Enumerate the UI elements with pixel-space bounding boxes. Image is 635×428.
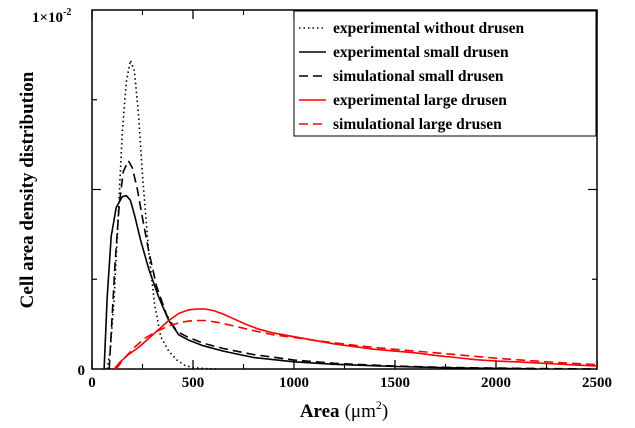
series-line-2	[103, 194, 537, 370]
x-tick-label: 1500	[380, 375, 410, 391]
legend-label-2: experimental small drusen	[333, 44, 509, 61]
x-axis-label: Area (μm2)	[300, 398, 388, 422]
y-scale-exp: -2	[63, 7, 71, 18]
x-axis-label-unit: (μm	[345, 401, 377, 422]
series-line-3	[108, 160, 598, 370]
series-line-1	[106, 59, 218, 370]
y-axis-label: Cell area density distribution	[17, 71, 38, 308]
x-tick-label: 0	[88, 375, 96, 391]
x-tick-label: 2500	[582, 375, 612, 391]
legend-label-3: simulational small drusen	[333, 68, 504, 85]
legend-box	[293, 10, 597, 137]
series-line-5	[115, 319, 598, 370]
x-tick-labels: 0 500 1000 1500 2000 2500	[88, 375, 612, 391]
legend-label-1: experimental without drusen	[333, 20, 525, 37]
x-tick-label: 500	[182, 375, 205, 391]
x-axis-label-exp: 2	[376, 398, 382, 412]
series-lines	[103, 59, 598, 370]
y-scale-label: 1×10-2	[32, 7, 71, 26]
x-tick-label: 1000	[279, 375, 309, 391]
series-line-4	[113, 308, 598, 370]
y-scale-base: 1×10	[32, 10, 63, 26]
x-axis-label-close: )	[382, 401, 388, 422]
y-tick-label-0: 0	[78, 363, 86, 379]
x-axis-label-main: Area	[300, 401, 340, 422]
x-tick-label: 2000	[481, 375, 511, 391]
legend: experimental without drusen experimental …	[293, 10, 597, 137]
legend-label-4: experimental large drusen	[333, 92, 507, 109]
legend-label-5: simulational large drusen	[333, 116, 502, 133]
